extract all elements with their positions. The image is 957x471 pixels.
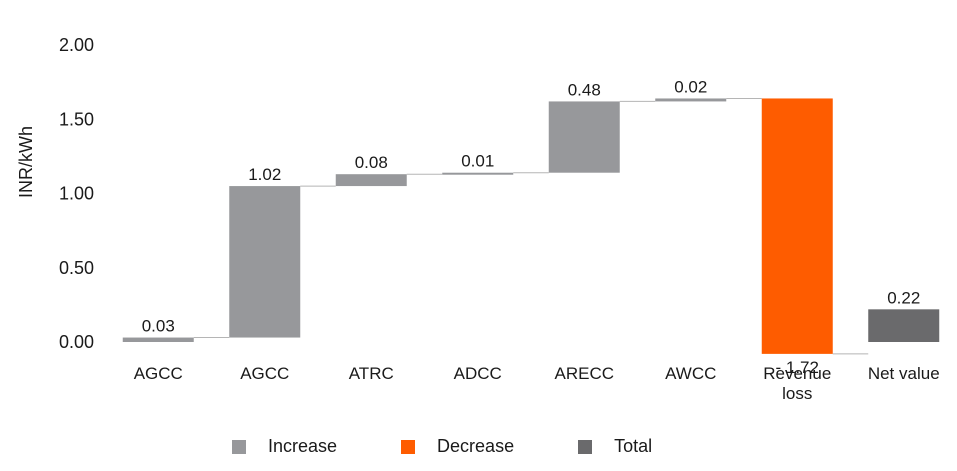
bar-increase xyxy=(548,101,620,173)
category-labels: AGCC AGCC ATRC ADCC ARECC AWCC Revenue loss Net … xyxy=(134,364,940,403)
bar-total xyxy=(868,309,940,342)
bar-increase xyxy=(335,174,407,187)
category-label: AGCC xyxy=(134,364,183,383)
connector-lines xyxy=(193,97,869,355)
category-label: ADCC xyxy=(454,364,502,383)
y-tick-label: 2.00 xyxy=(59,35,94,55)
bar-decrease xyxy=(761,98,833,354)
legend-label: Decrease xyxy=(437,436,515,456)
legend-item-total: Total xyxy=(578,436,652,457)
category-label: AGCC xyxy=(240,364,289,383)
y-tick-label: 1.50 xyxy=(59,109,94,129)
y-tick-label: 1.00 xyxy=(59,184,94,204)
category-label: AWCC xyxy=(665,364,716,383)
legend-swatch xyxy=(401,439,416,454)
waterfall-chart: 0.000.501.001.502.00 INR/kWh 0.031.020.0… xyxy=(16,35,940,403)
data-label: 0.02 xyxy=(674,77,707,96)
category-label: Revenue loss xyxy=(763,364,831,403)
y-tick-label: 0.50 xyxy=(59,258,94,278)
legend-item-decrease: Decrease xyxy=(401,436,514,457)
y-axis-title: INR/kWh xyxy=(16,126,36,198)
bar-increase xyxy=(122,337,194,342)
category-label: ARECC xyxy=(554,364,614,383)
data-label: 0.48 xyxy=(568,80,601,99)
data-label: 0.22 xyxy=(887,288,920,307)
data-label: 1.02 xyxy=(248,165,281,184)
data-label: 0.08 xyxy=(355,153,388,172)
legend: Increase Decrease Total xyxy=(232,436,716,457)
bar-increase xyxy=(442,172,514,175)
data-label: - 1.72 xyxy=(776,358,819,377)
bars xyxy=(122,98,940,354)
category-label: ATRC xyxy=(349,364,394,383)
legend-label: Total xyxy=(614,436,653,456)
data-label: 0.03 xyxy=(142,317,175,336)
data-labels: 0.03 1.02 0.08 0.01 0.48 0.02 - 1.72 0.22 xyxy=(142,77,921,376)
y-axis: 0.00 0.50 1.00 1.50 2.00 xyxy=(59,35,94,352)
bar-increase xyxy=(655,98,727,102)
legend-item-increase: Increase xyxy=(232,436,337,457)
legend-swatch xyxy=(578,439,593,454)
category-label: Net value xyxy=(868,364,940,383)
legend-label: Increase xyxy=(268,436,338,456)
bar-increase xyxy=(229,186,301,338)
y-tick-label: 0.00 xyxy=(59,332,94,352)
data-label: 0.01 xyxy=(461,152,494,171)
legend-swatch xyxy=(232,439,246,454)
